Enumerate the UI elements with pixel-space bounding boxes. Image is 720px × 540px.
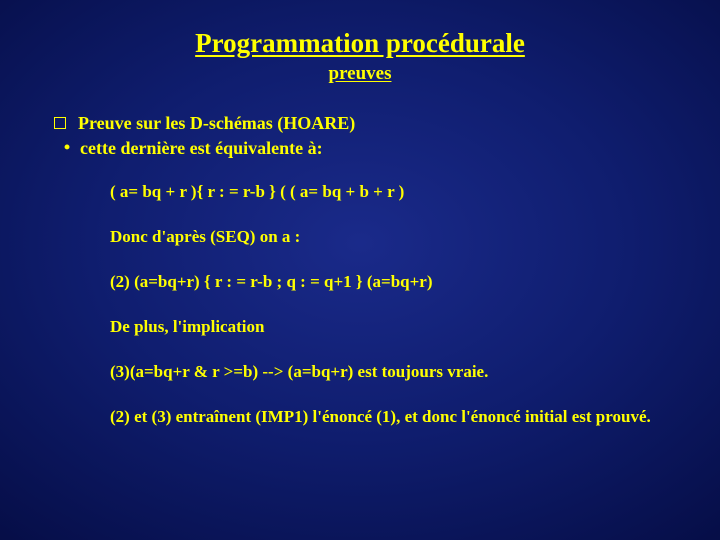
line-4: De plus, l'implication <box>110 316 680 339</box>
bullet-row-1: Preuve sur les D-schémas (HOARE) <box>54 113 680 134</box>
square-bullet-icon <box>54 117 66 129</box>
dot-bullet-icon: • <box>54 138 80 156</box>
line-5: (3)(a=bq+r & r >=b) --> (a=bq+r) est tou… <box>110 361 680 384</box>
body-block: ( a= bq + r ){ r : = r-b } ( ( a= bq + b… <box>110 181 680 429</box>
line-3: (2) (a=bq+r) { r : = r-b ; q : = q+1 } (… <box>110 271 680 294</box>
bullet-text-2: cette dernière est équivalente à: <box>80 138 323 159</box>
line-6: (2) et (3) entraînent (IMP1) l'énoncé (1… <box>110 406 680 429</box>
title-block: Programmation procédurale preuves <box>40 28 680 85</box>
line-2: Donc d'après (SEQ) on a : <box>110 226 680 249</box>
bullet-text-1: Preuve sur les D-schémas (HOARE) <box>78 113 355 134</box>
bullet-row-2: • cette dernière est équivalente à: <box>54 138 680 159</box>
content-area: Preuve sur les D-schémas (HOARE) • cette… <box>40 113 680 429</box>
subtitle: preuves <box>40 63 680 85</box>
main-title: Programmation procédurale <box>40 28 680 59</box>
line-1: ( a= bq + r ){ r : = r-b } ( ( a= bq + b… <box>110 181 680 204</box>
